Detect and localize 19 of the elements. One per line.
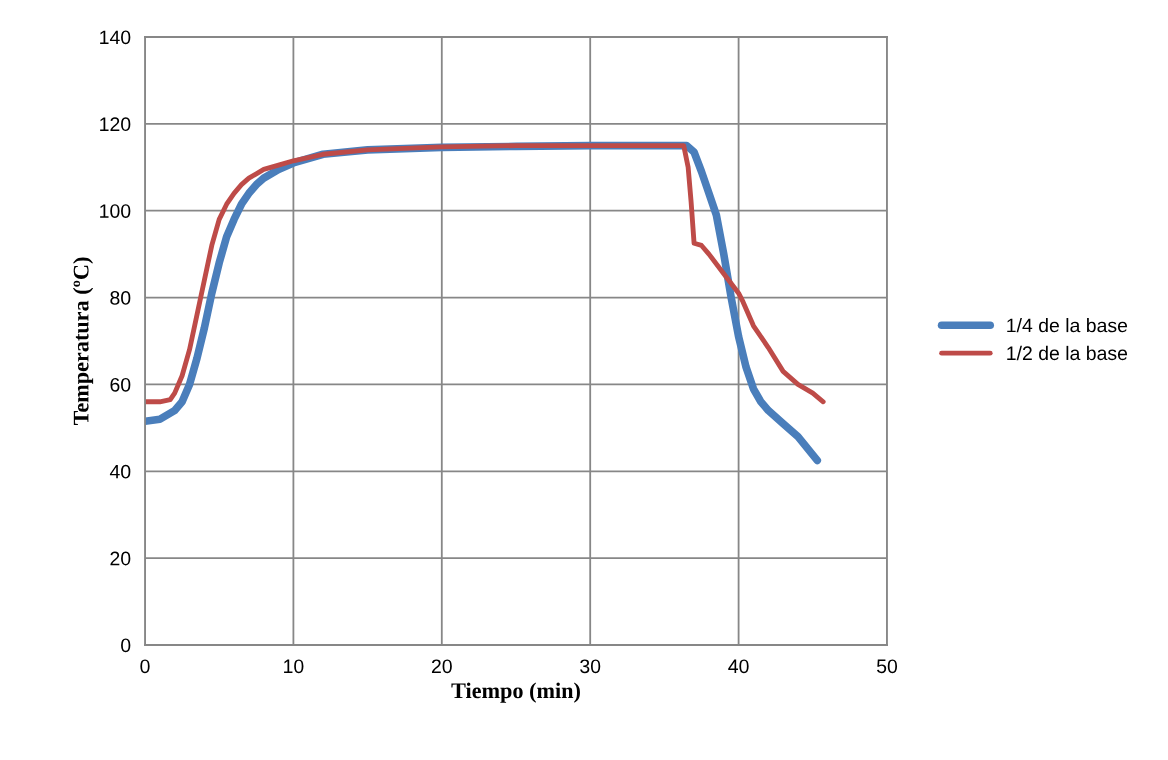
- x-tick-label: 10: [284, 659, 304, 674]
- y-tick-label: 120: [100, 117, 131, 132]
- y-axis-title: Temperatura (ºC): [72, 257, 94, 426]
- legend-label: 1/2 de la base: [1007, 345, 1128, 361]
- y-tick-label: 0: [121, 638, 131, 653]
- x-tick-label: 50: [876, 659, 898, 674]
- y-tick-label: 140: [100, 30, 131, 45]
- y-tick-label: 100: [100, 204, 131, 218]
- x-tick-label: 40: [728, 659, 749, 674]
- line-series: [145, 143, 826, 405]
- y-tick-label: 60: [110, 377, 131, 392]
- y-tick-label: 40: [109, 464, 131, 479]
- x-axis-title: Tiempo (min): [451, 682, 580, 703]
- y-tick-label: 20: [110, 551, 131, 566]
- x-tick-label: 0: [140, 659, 150, 674]
- x-tick-label: 30: [580, 659, 601, 674]
- legend-label: 1/4 de la base: [1007, 318, 1128, 333]
- y-tick-label: 80: [110, 291, 131, 305]
- x-tick-label: 20: [431, 659, 452, 674]
